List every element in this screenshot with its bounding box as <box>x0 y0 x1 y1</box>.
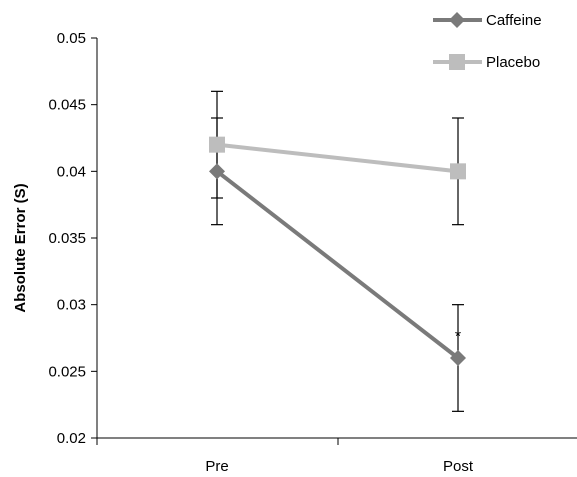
series-line-caffeine <box>215 169 460 360</box>
series-lines <box>215 142 460 360</box>
data-point-placebo <box>450 163 466 180</box>
x-tick-label: Pre <box>205 458 228 475</box>
y-axis-title: Absolute Error (S) <box>12 183 29 312</box>
axes: 0.02 0.025 0.03 0.035 0.04 0.045 0.05 Pre Post <box>48 30 577 475</box>
legend-label-placebo: Placebo <box>486 54 540 71</box>
legend-marker-placebo <box>449 54 465 70</box>
legend: Caffeine Placebo <box>433 12 542 71</box>
data-point-caffeine <box>450 350 466 366</box>
series-markers <box>209 136 466 366</box>
y-tick-label: 0.03 <box>57 297 86 314</box>
y-tick-label: 0.025 <box>48 363 86 380</box>
significance-marker: * <box>455 328 461 345</box>
y-tick-label: 0.045 <box>48 97 86 114</box>
error-bars <box>211 90 464 412</box>
data-point-placebo <box>209 136 225 153</box>
annotations: * <box>455 328 461 345</box>
x-tick-label: Post <box>443 458 474 475</box>
legend-marker-caffeine <box>449 12 465 28</box>
y-tick-label: 0.035 <box>48 230 86 247</box>
y-tick-label: 0.05 <box>57 30 86 47</box>
y-tick-label: 0.04 <box>57 163 86 180</box>
y-tick-label: 0.02 <box>57 430 86 447</box>
data-point-caffeine <box>209 163 225 180</box>
legend-label-caffeine: Caffeine <box>486 12 542 29</box>
series-line-placebo <box>216 142 459 174</box>
